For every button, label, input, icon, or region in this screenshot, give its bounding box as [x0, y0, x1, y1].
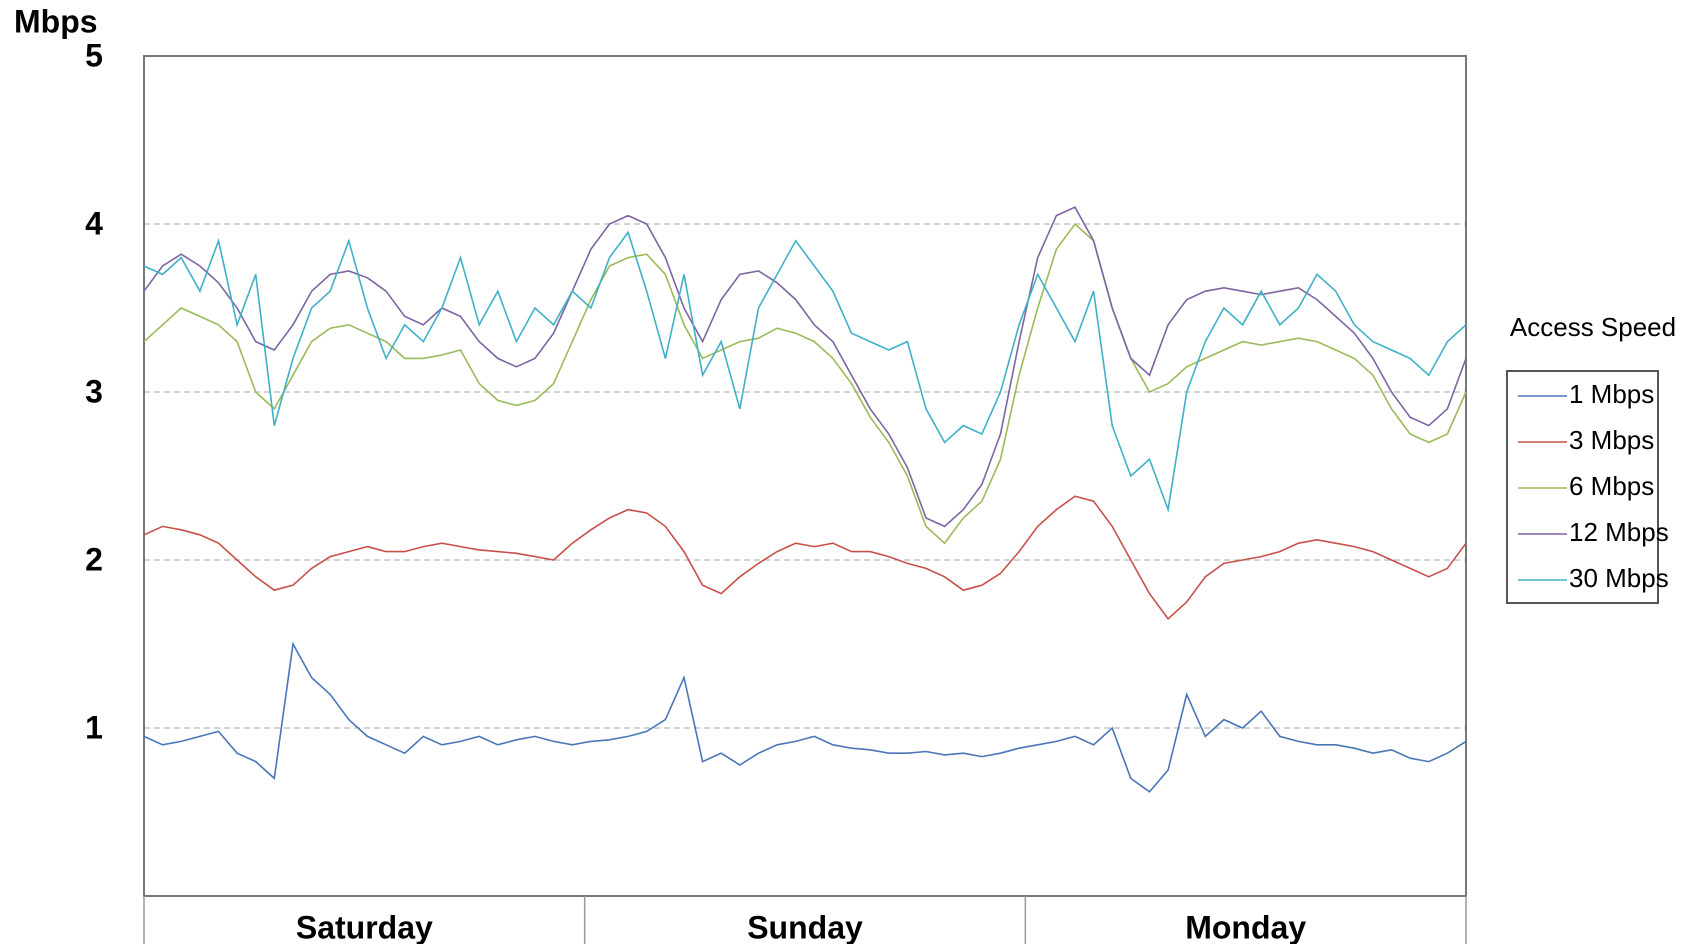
x-tick-label: Monday: [1185, 909, 1306, 944]
y-tick-label: 3: [85, 373, 103, 409]
legend-title: Access Speed: [1510, 312, 1676, 342]
series-line: [143, 230, 1467, 513]
plot-frame: [143, 55, 1467, 897]
legend-box: [1506, 370, 1659, 604]
y-tick-label: 1: [85, 709, 103, 745]
legend-label: 6 Mbps: [1569, 471, 1654, 501]
y-tick-label: 4: [85, 205, 103, 241]
series-line: [143, 222, 1467, 545]
x-tick-label: Sunday: [747, 909, 863, 944]
x-tick-label: Saturday: [296, 909, 433, 944]
legend-label: 3 Mbps: [1569, 425, 1654, 455]
y-unit: Mbps: [14, 3, 98, 39]
series-line: [143, 495, 1467, 620]
y-tick-label: 2: [85, 541, 103, 577]
legend-label: 12 Mbps: [1569, 517, 1669, 547]
series-line: [143, 206, 1467, 528]
y-tick-label: 5: [85, 37, 103, 73]
series-line: [143, 641, 1467, 793]
legend-label: 1 Mbps: [1569, 379, 1654, 409]
legend-label: 30 Mbps: [1569, 563, 1669, 593]
